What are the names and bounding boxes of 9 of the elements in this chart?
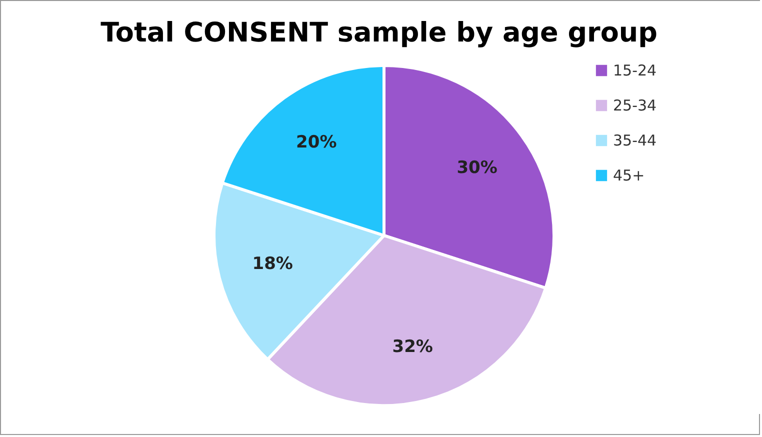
chart-title: Total CONSENT sample by age group (100, 18, 658, 48)
data-label: 30% (456, 158, 498, 178)
data-label: 32% (392, 336, 433, 357)
legend-label: 15-24 (613, 62, 657, 80)
data-label: 20% (296, 132, 337, 152)
legend-label: 35-44 (613, 132, 657, 150)
legend-label: 45+ (613, 166, 645, 184)
data-label: 18% (252, 254, 293, 274)
legend-label: 25-34 (613, 96, 657, 114)
